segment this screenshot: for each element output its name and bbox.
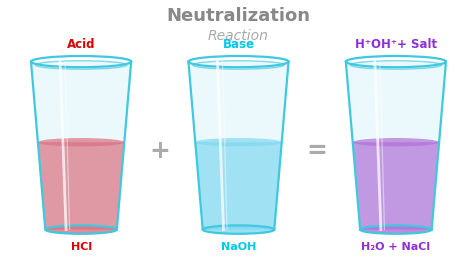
Polygon shape <box>188 62 288 230</box>
Polygon shape <box>38 142 124 230</box>
Ellipse shape <box>202 225 274 234</box>
Polygon shape <box>352 142 438 230</box>
Text: Reaction: Reaction <box>208 29 268 43</box>
Polygon shape <box>345 62 445 230</box>
Ellipse shape <box>38 138 124 146</box>
Text: H₂O + NaCl: H₂O + NaCl <box>361 242 429 252</box>
Ellipse shape <box>195 138 281 146</box>
Text: HCl: HCl <box>70 242 91 252</box>
Text: Acid: Acid <box>67 38 95 51</box>
Text: NaOH: NaOH <box>220 242 256 252</box>
Polygon shape <box>31 62 131 230</box>
Ellipse shape <box>352 138 438 146</box>
Text: Base: Base <box>222 38 254 51</box>
Text: =: = <box>306 139 327 163</box>
Text: H⁺OH⁺+ Salt: H⁺OH⁺+ Salt <box>354 38 436 51</box>
Polygon shape <box>195 142 281 230</box>
Ellipse shape <box>359 225 431 234</box>
Ellipse shape <box>45 225 117 234</box>
Text: Neutralization: Neutralization <box>166 7 310 25</box>
Text: +: + <box>149 139 170 163</box>
